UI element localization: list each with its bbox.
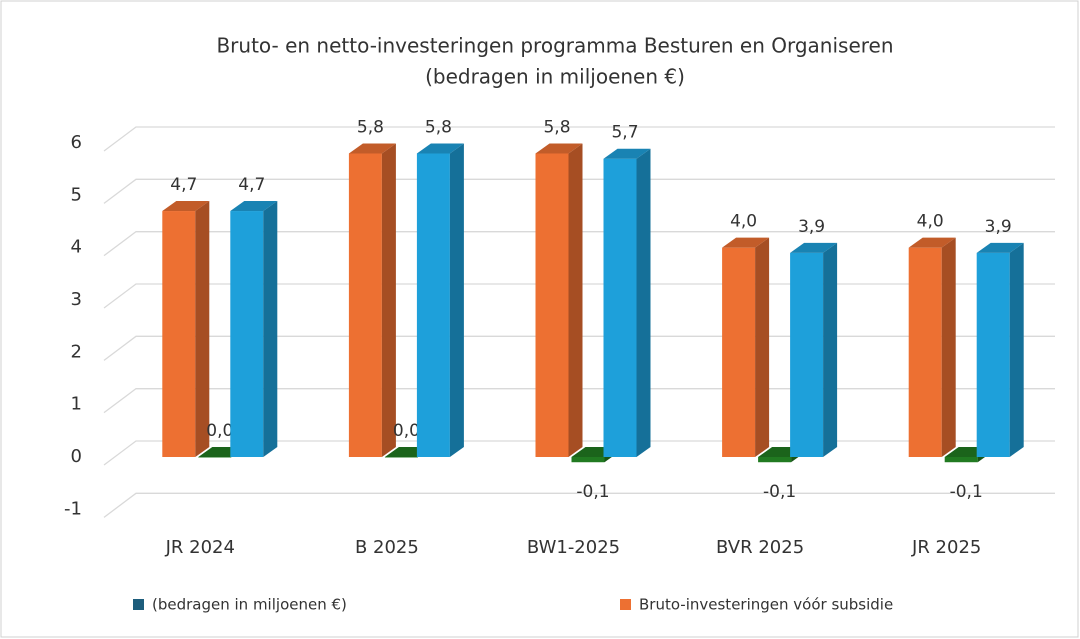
bar-top bbox=[790, 242, 838, 253]
bar bbox=[722, 237, 770, 457]
bar-front bbox=[758, 457, 792, 463]
bar-top bbox=[162, 201, 210, 212]
grid-line bbox=[103, 178, 1055, 204]
bar-front bbox=[230, 211, 264, 457]
bar bbox=[603, 148, 651, 457]
y-tick-label: 4 bbox=[71, 237, 82, 258]
y-tick-label: 3 bbox=[71, 289, 82, 310]
x-tick-label: B 2025 bbox=[355, 537, 419, 558]
data-label: 5,8 bbox=[357, 117, 384, 137]
bar bbox=[416, 143, 464, 457]
bar-front bbox=[603, 158, 637, 457]
data-label: 0,0 bbox=[393, 421, 420, 441]
y-tick-label: 2 bbox=[71, 341, 82, 362]
bar-top bbox=[976, 242, 1024, 253]
data-label: -0,1 bbox=[950, 482, 983, 502]
data-label: 5,8 bbox=[425, 117, 452, 137]
bar-side bbox=[449, 143, 464, 457]
bar-side bbox=[568, 143, 583, 457]
bar-front bbox=[535, 153, 569, 457]
bar-front bbox=[198, 457, 232, 458]
x-tick-label: JR 2025 bbox=[911, 537, 981, 558]
bar-front bbox=[416, 153, 450, 457]
legend-swatch bbox=[133, 599, 144, 610]
data-label: 4,7 bbox=[238, 175, 265, 195]
y-tick-label: 0 bbox=[71, 446, 82, 467]
y-tick-label: -1 bbox=[64, 498, 82, 519]
bar bbox=[790, 242, 838, 457]
grid-line bbox=[103, 126, 1055, 152]
data-label: 5,7 bbox=[611, 123, 638, 143]
bar-top bbox=[230, 201, 278, 212]
data-label: 0,0 bbox=[206, 421, 233, 441]
bar-side bbox=[823, 242, 838, 457]
x-tick-label: BW1-2025 bbox=[527, 537, 620, 558]
data-label: 4,7 bbox=[170, 175, 197, 195]
y-tick-label: 5 bbox=[71, 184, 82, 205]
data-label: -0,1 bbox=[576, 482, 609, 502]
bar-side bbox=[263, 201, 278, 457]
bar-front bbox=[722, 247, 756, 457]
bar-front bbox=[944, 457, 978, 463]
y-tick-label: 6 bbox=[71, 132, 82, 153]
bar bbox=[230, 201, 278, 457]
data-label: 3,9 bbox=[985, 217, 1012, 237]
bar-front bbox=[790, 252, 824, 457]
data-label: 3,9 bbox=[798, 217, 825, 237]
bar-front bbox=[162, 211, 196, 457]
bar bbox=[908, 237, 956, 457]
bar-front bbox=[976, 252, 1010, 457]
y-tick-label: 1 bbox=[71, 394, 82, 415]
bar-top bbox=[908, 237, 956, 248]
x-tick-label: JR 2024 bbox=[165, 537, 235, 558]
bar-top bbox=[603, 148, 651, 159]
data-label: 4,0 bbox=[917, 212, 944, 232]
bar-side bbox=[941, 237, 956, 457]
data-label: 4,0 bbox=[730, 212, 757, 232]
bar-side bbox=[381, 143, 396, 457]
bar-front bbox=[384, 457, 418, 458]
bar-front bbox=[571, 457, 605, 463]
bar bbox=[348, 143, 396, 457]
bar-side bbox=[755, 237, 770, 457]
grid-line bbox=[103, 231, 1055, 257]
bar bbox=[535, 143, 583, 457]
bar-front bbox=[348, 153, 382, 457]
data-label: 5,8 bbox=[543, 117, 570, 137]
legend-label: Bruto-investeringen vóór subsidie bbox=[639, 596, 893, 614]
bar-side bbox=[636, 148, 651, 457]
chart-subtitle: (bedragen in miljoenen €) bbox=[425, 65, 685, 89]
bar bbox=[976, 242, 1024, 457]
x-tick-label: BVR 2025 bbox=[716, 537, 804, 558]
bar-top bbox=[348, 143, 396, 154]
data-label: -0,1 bbox=[763, 482, 796, 502]
bar-side bbox=[1009, 242, 1024, 457]
grid-line bbox=[103, 492, 1055, 518]
bar-top bbox=[722, 237, 770, 248]
legend-swatch bbox=[620, 599, 631, 610]
bar-top bbox=[416, 143, 464, 154]
legend-label: (bedragen in miljoenen €) bbox=[152, 596, 347, 614]
bar bbox=[162, 201, 210, 457]
bar-front bbox=[908, 247, 942, 457]
chart-title: Bruto- en netto-investeringen programma … bbox=[216, 34, 893, 58]
bar-side bbox=[195, 201, 210, 457]
bar-top bbox=[535, 143, 583, 154]
